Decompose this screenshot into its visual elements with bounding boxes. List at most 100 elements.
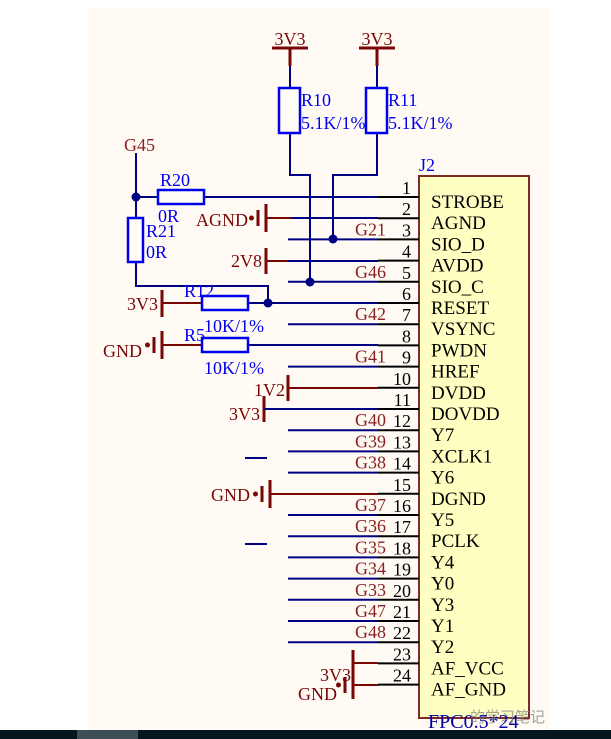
resistor-R11: R11 5.1K/1% — [364, 86, 453, 135]
power-label: 3V3 — [127, 294, 158, 314]
scrollbar-track[interactable] — [0, 730, 611, 739]
pin-number: 14 — [393, 454, 411, 474]
pin-number: 23 — [393, 644, 411, 664]
resistor-ref: R20 — [160, 170, 190, 190]
pin-number: 15 — [393, 475, 411, 495]
pin-name: AGND — [431, 213, 486, 234]
resistor-R12: 3V3 R12 10K/1% — [127, 281, 264, 336]
net-label-text: G33 — [355, 580, 386, 600]
resistor-ref: R11 — [388, 90, 417, 110]
pin-name: AF_VCC — [431, 658, 504, 679]
junction-dot — [131, 192, 141, 202]
pin-number: 5 — [402, 263, 411, 283]
pin-name: Y5 — [431, 510, 454, 531]
resistor-R21: R21 0R — [126, 216, 176, 264]
pin-name: SIO_D — [431, 234, 485, 255]
power-rail-3v3-right: 3V3 — [359, 29, 395, 66]
net-label-text: G40 — [355, 410, 386, 430]
connector-body — [418, 175, 530, 719]
scrollbar-thumb[interactable] — [77, 730, 138, 739]
net-label-text: G45 — [124, 135, 155, 155]
pin-number: 13 — [393, 432, 411, 452]
pin-number: 18 — [393, 538, 411, 558]
pin-number: 16 — [393, 496, 411, 516]
pin-name: PWDN — [431, 340, 487, 361]
pin-number: 20 — [393, 581, 411, 601]
pin-name: DOVDD — [431, 404, 500, 425]
resistor-value: 0R — [158, 206, 179, 226]
junction-dot — [263, 298, 273, 308]
resistor-R20: R20 0R — [156, 170, 206, 226]
net-label-text: G46 — [355, 262, 386, 282]
pin-name: Y2 — [431, 637, 454, 658]
pin-number: 7 — [402, 305, 411, 325]
resistor-ref: R5 — [184, 325, 205, 345]
resistor-value: 10K/1% — [204, 316, 264, 336]
pin-number: 2 — [402, 199, 411, 219]
pin-name: STROBE — [431, 192, 504, 213]
power-label: GND — [298, 684, 337, 704]
watermark-text: 的学习笔记 — [470, 708, 545, 726]
resistor-ref: R12 — [184, 281, 214, 301]
power-gnd-af-gnd: GND — [298, 669, 378, 704]
connector-part-label: FPC0.5*24 — [428, 711, 519, 733]
pin-number: 17 — [393, 517, 411, 537]
resistor-R5: GND R5 10K/1% — [103, 325, 264, 378]
net-label-text: G34 — [355, 559, 386, 579]
net-label-text: G38 — [355, 453, 386, 473]
pin-number: 11 — [394, 390, 411, 410]
pin-number: 1 — [402, 178, 411, 198]
power-3v3-dovdd: 3V3 — [229, 396, 378, 424]
pin-name: DVDD — [431, 383, 486, 404]
resistor-value: 5.1K/1% — [301, 113, 366, 133]
pin-number: 19 — [393, 560, 411, 580]
pin-name: AF_GND — [431, 680, 506, 701]
power-label: 3V3 — [320, 665, 351, 685]
pin-number: 4 — [402, 242, 411, 262]
pin-name: Y0 — [431, 574, 454, 595]
pin-name: Y1 — [431, 616, 454, 637]
resistor-value: 5.1K/1% — [388, 113, 453, 133]
pin-number: 24 — [393, 666, 411, 686]
pin-name: Y6 — [431, 468, 454, 489]
net-label-G45: G45 — [124, 135, 155, 197]
power-gnd-dgnd: GND — [211, 478, 378, 510]
net-label-text: G47 — [355, 601, 386, 621]
net-label-text: G39 — [355, 431, 386, 451]
power-label: AGND — [196, 210, 248, 230]
pin-number: 9 — [402, 348, 411, 368]
net-label-text: G35 — [355, 537, 386, 557]
pin-number: 3 — [402, 220, 411, 240]
resistor-value: 10K/1% — [204, 358, 264, 378]
connector-pins: 1 STROBE 2 AGND 3 SIO_D G21 4 AVDD 5 SIO_C G46 6 RESE… — [288, 178, 506, 701]
pin-name: DGND — [431, 489, 486, 510]
power-2v8: 2V8 — [231, 248, 378, 274]
pin-number: 12 — [393, 411, 411, 431]
connector-J2: J2 1 STROBE 2 AGND 3 SIO_D G21 4 AVDD 5 SIO_C G46 6R… — [288, 155, 545, 733]
resistor-ref: R10 — [301, 90, 331, 110]
resistor-value: 0R — [146, 242, 167, 262]
pin-name: RESET — [431, 298, 489, 319]
pin-name: HREF — [431, 362, 480, 383]
resistor-R10: R10 5.1K/1% — [277, 48, 366, 135]
pin-number: 6 — [402, 284, 411, 304]
pin-name: Y7 — [431, 425, 454, 446]
pin-name: PCLK — [431, 531, 480, 552]
net-label-text: G36 — [355, 516, 386, 536]
pin-name: XCLK1 — [431, 446, 492, 467]
power-label: 3V3 — [229, 404, 260, 424]
pin-name: SIO_C — [431, 277, 484, 298]
pin-number: 8 — [402, 326, 411, 346]
net-label-text: G41 — [355, 347, 386, 367]
power-label: GND — [103, 341, 142, 361]
pin-name: VSYNC — [431, 319, 495, 340]
pin-number: 21 — [393, 602, 411, 622]
power-label: 3V3 — [275, 29, 306, 49]
resistor-ref: R21 — [146, 221, 176, 241]
power-label: 1V2 — [254, 380, 285, 400]
net-label-text: G37 — [355, 495, 386, 515]
pin-number: 10 — [393, 369, 411, 389]
pin-number: 22 — [393, 623, 411, 643]
